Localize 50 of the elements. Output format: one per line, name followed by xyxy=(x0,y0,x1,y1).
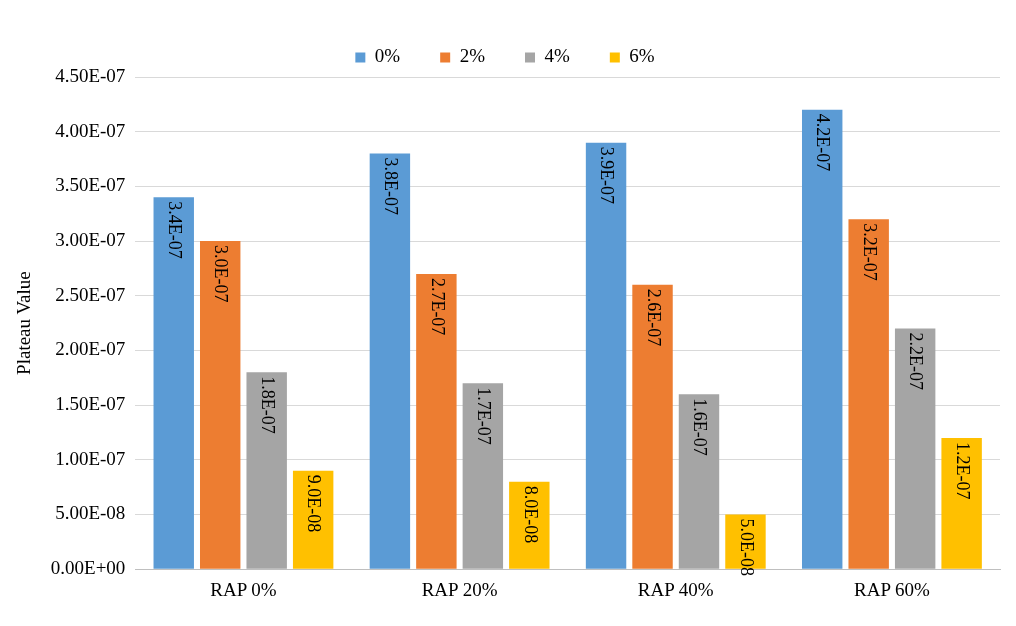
data-label: 2.7E-07 xyxy=(427,277,448,336)
bar xyxy=(369,153,411,569)
data-label: 3.0E-07 xyxy=(211,245,232,303)
data-label: 3.8E-07 xyxy=(381,157,402,216)
y-tick-label: 4.50E-07 xyxy=(55,64,126,86)
y-tick-label: 0.00E+00 xyxy=(50,557,126,579)
bar xyxy=(802,109,843,569)
bar xyxy=(462,383,504,569)
bar xyxy=(246,372,287,569)
bar xyxy=(200,241,241,569)
data-label: 1.8E-07 xyxy=(257,376,278,434)
data-label: 1.2E-07 xyxy=(952,441,973,500)
y-tick-label: 4.00E-07 xyxy=(55,119,126,141)
data-label: 2.6E-07 xyxy=(643,288,664,347)
data-label: 9.0E-08 xyxy=(304,474,325,533)
y-tick-label: 2.50E-07 xyxy=(55,283,126,305)
data-label: 2.2E-07 xyxy=(906,332,927,391)
x-tick-label: RAP 0% xyxy=(210,578,277,600)
bar xyxy=(416,273,457,569)
legend-label: 6% xyxy=(629,45,655,67)
data-label: 1.6E-07 xyxy=(690,398,711,456)
y-tick-label: 3.50E-07 xyxy=(55,174,126,196)
data-label: 5.0E-08 xyxy=(736,518,757,577)
y-tick-label: 1.50E-07 xyxy=(55,393,126,415)
legend-label: 2% xyxy=(459,45,486,67)
y-axis-title: Plateau Value xyxy=(13,271,35,375)
bar xyxy=(678,394,720,569)
bar xyxy=(153,197,194,569)
x-tick-label: RAP 40% xyxy=(637,578,714,600)
bar xyxy=(509,481,550,569)
data-label: 3.4E-07 xyxy=(165,201,185,259)
bar xyxy=(585,142,627,569)
y-tick-label: 2.00E-07 xyxy=(55,338,126,360)
x-tick-label: RAP 60% xyxy=(854,578,931,600)
y-tick-label: 5.00E-08 xyxy=(55,502,126,524)
legend-label: 0% xyxy=(374,45,401,67)
y-tick-label: 3.00E-07 xyxy=(55,229,126,251)
data-label: 3.9E-07 xyxy=(597,146,618,205)
y-tick-label: 1.00E-07 xyxy=(55,447,126,469)
data-label: 4.2E-07 xyxy=(813,113,834,172)
bar xyxy=(894,328,936,569)
legend-label: 4% xyxy=(544,45,570,67)
bar xyxy=(632,284,673,569)
bar xyxy=(292,470,334,569)
x-tick-label: RAP 20% xyxy=(421,578,498,600)
data-label: 3.2E-07 xyxy=(859,223,880,281)
data-label: 8.0E-08 xyxy=(520,485,541,544)
bar xyxy=(941,437,982,569)
bar xyxy=(848,219,889,569)
data-label: 1.7E-07 xyxy=(474,387,495,445)
